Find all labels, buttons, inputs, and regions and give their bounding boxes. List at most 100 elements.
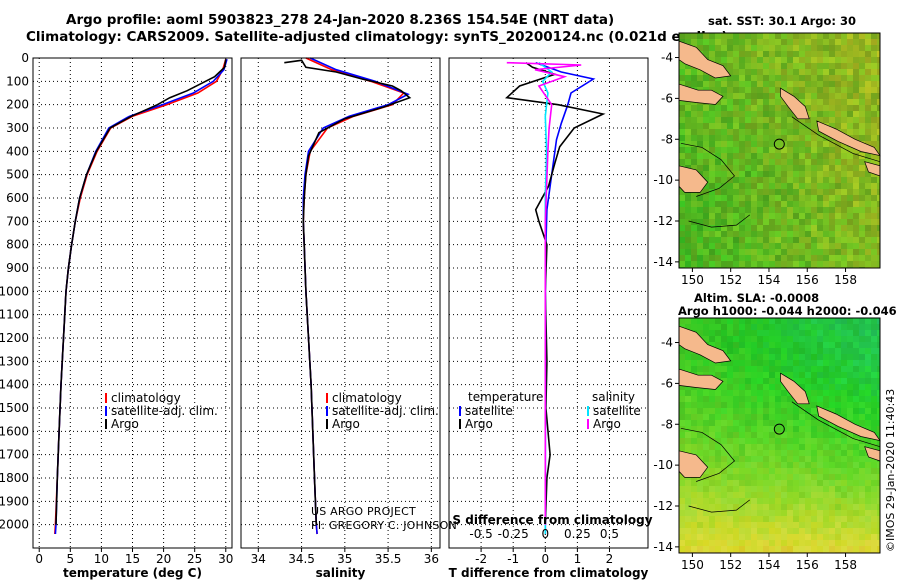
bathymetry-contour bbox=[791, 401, 881, 448]
y-tick-label: 100 bbox=[6, 74, 29, 88]
temperature-panel: 0100200300400500600700800900100011001200… bbox=[0, 51, 233, 580]
legend-label: Argo bbox=[465, 417, 493, 431]
bathymetry-contour bbox=[791, 116, 881, 163]
x-axis-label: T difference from climatology bbox=[449, 566, 649, 580]
map-y-tick-label: -14 bbox=[653, 255, 673, 269]
x-tick-label: 0 bbox=[541, 552, 549, 566]
sla-map-title: Altim. SLA: -0.0008 bbox=[694, 291, 820, 305]
y-tick-label: 1200 bbox=[0, 331, 29, 345]
map-y-tick-label: -10 bbox=[653, 173, 673, 187]
map-y-tick-label: -6 bbox=[661, 91, 673, 105]
y-tick-label: 1500 bbox=[0, 401, 29, 415]
x-tick-label: -1 bbox=[507, 552, 519, 566]
bathymetry-contour bbox=[680, 427, 735, 482]
map-x-tick-label: 158 bbox=[834, 273, 857, 287]
y-tick-label: 500 bbox=[6, 168, 29, 182]
x-axis-label: temperature (deg C) bbox=[63, 566, 202, 580]
land-mass bbox=[678, 325, 732, 364]
timestamp-stamp: ©IMOS 29-Jan-2020 11:40:43 bbox=[884, 388, 897, 552]
y-tick-label: 0 bbox=[21, 51, 29, 65]
x-tick-label: 35.5 bbox=[375, 552, 402, 566]
plot-area bbox=[241, 58, 440, 548]
map-y-tick-label: -12 bbox=[653, 499, 673, 513]
map-frame bbox=[678, 32, 881, 269]
sla-map-panel: 150 152 154 156 158 -4 -6 -8 -10 -12 -14 bbox=[653, 317, 881, 572]
legend-label: satellite-adj. clim. bbox=[332, 404, 439, 418]
map-field bbox=[679, 318, 881, 554]
y-tick-label: 800 bbox=[6, 238, 29, 252]
y-tick-label: 1100 bbox=[0, 308, 29, 322]
x-tick-label: -2 bbox=[475, 552, 487, 566]
land-mass bbox=[678, 40, 732, 79]
x-tick-label: 2 bbox=[606, 552, 614, 566]
map-x-tick-label: 152 bbox=[719, 558, 742, 572]
plot-frame bbox=[448, 57, 649, 549]
land-mass bbox=[780, 372, 810, 405]
x-tick-label: 30 bbox=[218, 552, 233, 566]
y-tick-label: 700 bbox=[6, 214, 29, 228]
series-line-salinity-argo bbox=[506, 61, 582, 525]
y-tick-label: 300 bbox=[6, 121, 29, 135]
pi-credit: PI: GREGORY C. JOHNSON bbox=[311, 519, 457, 532]
bathymetry-contour bbox=[688, 499, 751, 513]
x-tick-label: 34.5 bbox=[288, 552, 315, 566]
x-tick-label: 25 bbox=[187, 552, 202, 566]
x2-axis-label: S difference from climatology bbox=[452, 513, 652, 527]
map-y-tick-label: -12 bbox=[653, 214, 673, 228]
sla-map-subtitle: Argo h1000: -0.044 h2000: -0.046 bbox=[678, 304, 897, 318]
y-tick-label: 1700 bbox=[0, 448, 29, 462]
map-x-tick-label: 158 bbox=[834, 558, 857, 572]
legend-label: satellite bbox=[465, 404, 513, 418]
x-tick-label: 15 bbox=[125, 552, 140, 566]
sst-map-title: sat. SST: 30.1 Argo: 30 bbox=[708, 14, 857, 28]
legend-heading-temperature: temperature bbox=[468, 390, 543, 404]
legend-label: climatology bbox=[332, 391, 402, 405]
x2-tick-label: 0 bbox=[541, 527, 549, 541]
project-credit: US ARGO PROJECT bbox=[311, 505, 416, 518]
x-tick-label: 34 bbox=[251, 552, 266, 566]
y-tick-label: 1800 bbox=[0, 471, 29, 485]
float-position-marker bbox=[773, 423, 785, 435]
map-x-tick-label: 156 bbox=[796, 558, 819, 572]
map-x-tick-label: 150 bbox=[681, 273, 704, 287]
legend-label: Argo bbox=[111, 417, 139, 431]
bathymetry-contour bbox=[688, 214, 751, 228]
y-tick-label: 600 bbox=[6, 191, 29, 205]
bathymetry-contour bbox=[680, 142, 735, 197]
sst-map-panel: 150 152 154 156 158 -4 -6 -8 -10 -12 -14 bbox=[653, 32, 881, 287]
legend-label: satellite-adj. clim. bbox=[111, 404, 218, 418]
map-y-tick-label: -10 bbox=[653, 458, 673, 472]
x2-tick-label: -0.5 bbox=[469, 527, 492, 541]
legend-label: Argo bbox=[332, 417, 360, 431]
x-tick-label: 5 bbox=[66, 552, 74, 566]
legend-label: satellite bbox=[593, 404, 641, 418]
x-tick-label: 10 bbox=[94, 552, 109, 566]
y-tick-label: 1600 bbox=[0, 424, 29, 438]
plot-frame bbox=[32, 57, 233, 549]
x2-tick-label: -0.25 bbox=[498, 527, 529, 541]
land-mass bbox=[678, 368, 724, 390]
x-tick-label: 36 bbox=[424, 552, 439, 566]
map-x-tick-label: 152 bbox=[719, 273, 742, 287]
legend-label: Argo bbox=[593, 417, 621, 431]
map-y-tick-label: -4 bbox=[661, 51, 673, 65]
difference-panel: -2 -1 0 1 2T difference from climatology S di… bbox=[448, 57, 653, 580]
land-mass bbox=[678, 83, 724, 105]
map-x-tick-label: 154 bbox=[758, 558, 781, 572]
map-x-tick-label: 150 bbox=[681, 558, 704, 572]
x-tick-label: 0 bbox=[35, 552, 43, 566]
y-tick-label: 1000 bbox=[0, 284, 29, 298]
y-tick-label: 900 bbox=[6, 261, 29, 275]
figure-title-line2: Climatology: CARS2009. Satellite-adjuste… bbox=[26, 29, 728, 45]
y-tick-label: 1400 bbox=[0, 378, 29, 392]
x-tick-label: 1 bbox=[574, 552, 582, 566]
map-y-tick-label: -6 bbox=[661, 376, 673, 390]
y-tick-label: 200 bbox=[6, 98, 29, 112]
salinity-panel: 34 34.5 35 35.5 36 salinity climatologysatelli… bbox=[240, 57, 441, 580]
map-frame bbox=[678, 317, 881, 554]
y-tick-label: 400 bbox=[6, 144, 29, 158]
figure-title-line1: Argo profile: aoml 5903823_278 24-Jan-20… bbox=[66, 12, 615, 28]
y-tick-label: 2000 bbox=[0, 518, 29, 532]
float-position-marker bbox=[773, 138, 785, 150]
